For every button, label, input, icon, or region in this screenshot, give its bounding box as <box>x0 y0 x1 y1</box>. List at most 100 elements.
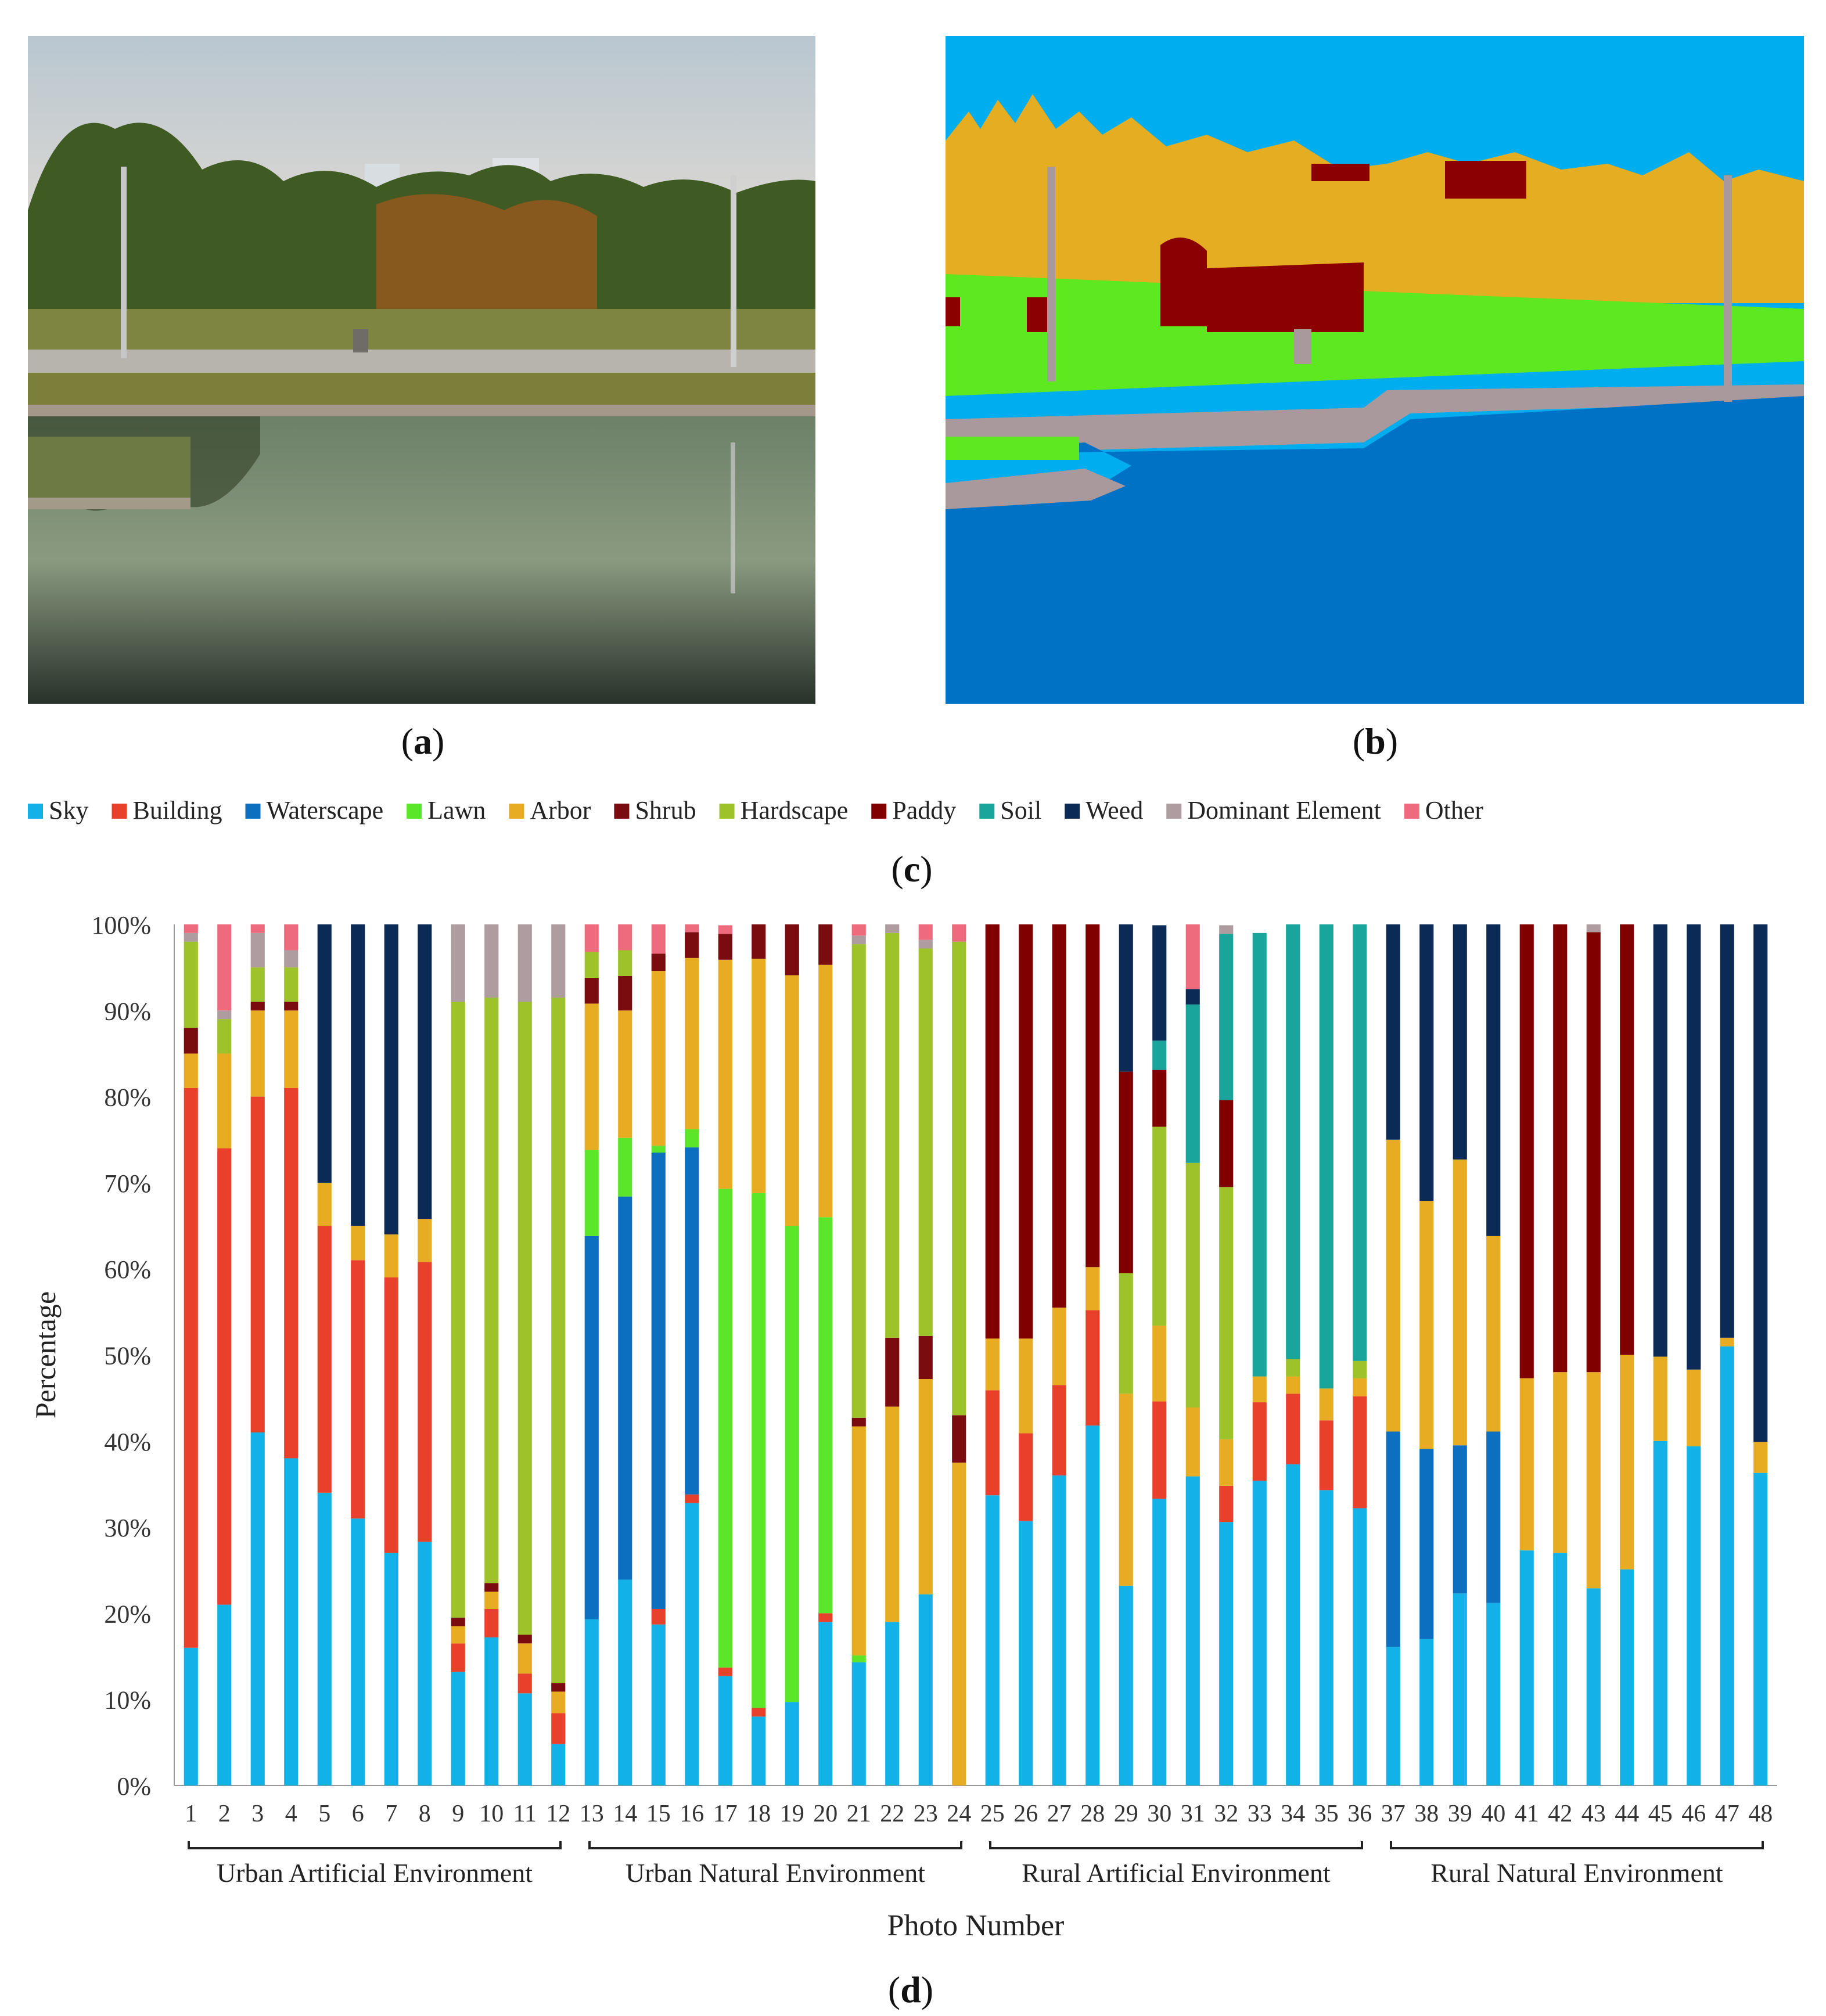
bar-segment-soil <box>1319 924 1333 1389</box>
legend-item: Sky <box>28 796 88 825</box>
bar-segment-other <box>284 924 299 951</box>
x-tick-label: 1 <box>185 1801 197 1827</box>
bar-segment-weed <box>1453 924 1467 1160</box>
bar-segment-paddy <box>1586 932 1601 1373</box>
x-tick-label: 32 <box>1214 1801 1238 1827</box>
bar-segment-arbor <box>1119 1394 1133 1586</box>
bar-stack-43 <box>1586 924 1601 1785</box>
bar-segment-sky <box>818 1622 833 1785</box>
bar-stack-35 <box>1319 924 1333 1785</box>
bar-segment-arbor <box>1653 1356 1667 1441</box>
legend-item: Paddy <box>871 796 956 825</box>
bar-segment-arbor <box>418 1219 432 1262</box>
legend-swatch <box>871 804 887 819</box>
legend-item: Waterscape <box>245 796 383 825</box>
bar-segment-arbor <box>718 959 732 1189</box>
bar-stack-3 <box>250 924 265 1785</box>
bar-segment-sky <box>1553 1553 1568 1785</box>
bar-stack-6 <box>351 924 365 1785</box>
seg-pole2 <box>1724 175 1732 402</box>
legend-label: Sky <box>49 796 88 825</box>
bar-stack-14 <box>618 924 632 1785</box>
x-tick-label: 41 <box>1515 1801 1539 1827</box>
bar-segment-other <box>184 924 198 933</box>
bar-stack-17 <box>718 925 732 1785</box>
bar-stack-39 <box>1453 924 1467 1785</box>
bar-segment-arbor <box>384 1234 398 1278</box>
bar-segment-waterscape <box>651 1152 666 1609</box>
bar-stack-20 <box>818 924 833 1785</box>
x-tick-label: 30 <box>1147 1801 1171 1827</box>
y-tick-label: 30% <box>104 1514 151 1542</box>
legend-label: Dominant Element <box>1187 796 1381 825</box>
bar-segment-hardscape <box>551 998 566 1683</box>
bar-segment-sky <box>1119 1585 1133 1785</box>
bar-segment-building <box>250 1096 265 1432</box>
bar-segment-weed <box>1753 924 1768 1442</box>
bar-segment-arbor <box>217 1053 232 1149</box>
bar-segment-other <box>584 924 599 952</box>
bar-segment-other <box>918 924 933 940</box>
group-bracket: Urban Natural Environment <box>588 1841 962 1888</box>
bar-segment-other <box>250 924 265 933</box>
bar-segment-arbor <box>351 1226 365 1261</box>
bar-segment-hardscape <box>885 933 900 1338</box>
bar-segment-arbor <box>1720 1337 1734 1347</box>
bar-segment-paddy <box>1152 1070 1167 1127</box>
bar-segment-dominant-element <box>551 924 566 998</box>
bar-segment-weed <box>1185 989 1200 1005</box>
bar-segment-shrub <box>484 1583 499 1592</box>
bar-segment-building <box>1085 1310 1100 1426</box>
bar-stack-21 <box>851 924 866 1785</box>
bar-segment-arbor <box>1052 1307 1066 1385</box>
bar-segment-hardscape <box>1152 1126 1167 1326</box>
bar-segment-arbor <box>1319 1388 1333 1421</box>
bar-segment-sky <box>451 1672 465 1785</box>
bar-segment-lawn <box>584 1150 599 1236</box>
x-tick-label: 27 <box>1047 1801 1072 1827</box>
bar-segment-lawn <box>785 1226 799 1702</box>
bar-segment-sky <box>517 1693 532 1785</box>
bar-segment-dominant-element <box>1586 924 1601 933</box>
group-bracket-line <box>1390 1841 1764 1849</box>
bar-segment-weed <box>1687 924 1701 1370</box>
bar-segment-hardscape <box>952 941 966 1416</box>
bar-segment-other <box>952 924 966 942</box>
bar-segment-shrub <box>718 934 732 960</box>
legend-swatch <box>979 804 995 819</box>
bar-segment-sky <box>1620 1569 1634 1785</box>
bar-segment-soil <box>1152 1041 1167 1070</box>
y-tick-label: 80% <box>104 1083 151 1112</box>
bar-segment-sky <box>1185 1476 1200 1785</box>
bar-stack-23 <box>918 924 933 1785</box>
bar-segment-sky <box>1687 1446 1701 1785</box>
bar-segment-arbor <box>1085 1267 1100 1311</box>
bar-segment-hardscape <box>618 950 632 976</box>
bar-stack-2 <box>217 924 232 1785</box>
x-tick-label: 18 <box>746 1801 771 1827</box>
bar-segment-arbor <box>1486 1236 1501 1432</box>
bar-stack-1 <box>184 924 198 1785</box>
bar-segment-building <box>1286 1394 1300 1464</box>
group-bracket: Urban Artificial Environment <box>188 1841 562 1888</box>
bar-stack-10 <box>484 924 499 1785</box>
bar-segment-sky <box>1052 1475 1066 1785</box>
bar-segment-lawn <box>618 1137 632 1197</box>
y-tick-label: 50% <box>104 1342 151 1370</box>
bar-segment-sky <box>885 1622 900 1785</box>
legend-swatch <box>112 804 127 819</box>
bar-segment-shrub <box>885 1337 900 1407</box>
x-tick-label: 12 <box>546 1801 570 1827</box>
bar-stack-15 <box>651 924 666 1785</box>
bar-segment-building <box>418 1262 432 1542</box>
x-tick-label: 38 <box>1414 1801 1439 1827</box>
bar-stack-9 <box>451 924 465 1785</box>
seg-arbor <box>946 94 1804 303</box>
x-tick-label: 20 <box>813 1801 837 1827</box>
bar-segment-paddy <box>1620 924 1634 1355</box>
group-bracket: Rural Artificial Environment <box>989 1841 1363 1888</box>
bar-stack-4 <box>284 924 299 1785</box>
bar-segment-shrub <box>752 924 766 959</box>
bar-stack-36 <box>1353 924 1367 1785</box>
bar-segment-dominant-element <box>217 1010 232 1020</box>
